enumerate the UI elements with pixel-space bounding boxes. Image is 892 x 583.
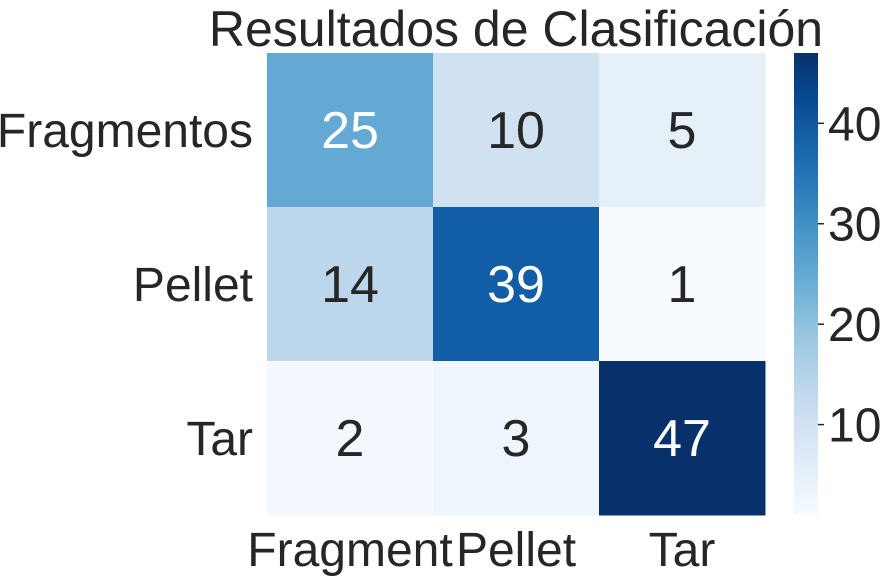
heatmap-cell-1-2 — [599, 207, 766, 362]
heatmap-cell-0-1 — [433, 53, 600, 208]
cell-value-2-1: 3 — [502, 410, 531, 468]
heatmap-cell-1-1 — [433, 207, 600, 362]
heatmap-cell-2-0 — [267, 361, 434, 516]
colorbar-ticks: 10 20 30 40 — [818, 98, 881, 453]
cell-value-1-2: 1 — [668, 256, 697, 314]
chart-title: Resultados de Clasificación — [209, 1, 823, 57]
cell-value-0-0: 25 — [321, 102, 379, 160]
y-tick-label: Tar — [186, 413, 253, 466]
heatmap-cell-0-0 — [267, 53, 434, 208]
colorbar — [794, 53, 818, 515]
cell-value-0-1: 10 — [487, 102, 545, 160]
colorbar-tick-label: 40 — [828, 98, 881, 151]
heatmap-cell-1-0 — [267, 207, 434, 362]
heatmap-cells — [267, 53, 766, 516]
cell-annotations: 25 10 5 14 39 1 2 3 47 — [321, 102, 711, 468]
x-tick-labels: Fragment Pellet Tar — [247, 524, 715, 577]
cell-value-2-2: 47 — [653, 410, 711, 468]
heatmap-cell-2-2 — [599, 361, 766, 516]
y-tick-label: Pellet — [133, 259, 253, 312]
y-tick-label: Fragmentos — [0, 105, 253, 158]
colorbar-tick-label: 30 — [828, 199, 881, 252]
cell-value-1-1: 39 — [487, 256, 545, 314]
heatmap-cell-0-2 — [599, 53, 766, 208]
colorbar-tick-label: 20 — [828, 299, 881, 352]
heatmap-cell-2-1 — [433, 361, 600, 516]
x-tick-label: Fragment — [247, 524, 452, 577]
cell-value-1-0: 14 — [321, 256, 379, 314]
cell-value-0-2: 5 — [668, 102, 697, 160]
cell-value-2-0: 2 — [336, 410, 365, 468]
colorbar-tick-label: 10 — [828, 400, 881, 453]
x-tick-label: Tar — [649, 524, 716, 577]
y-tick-labels: Fragmentos Pellet Tar — [0, 105, 253, 466]
x-tick-label: Pellet — [456, 524, 576, 577]
